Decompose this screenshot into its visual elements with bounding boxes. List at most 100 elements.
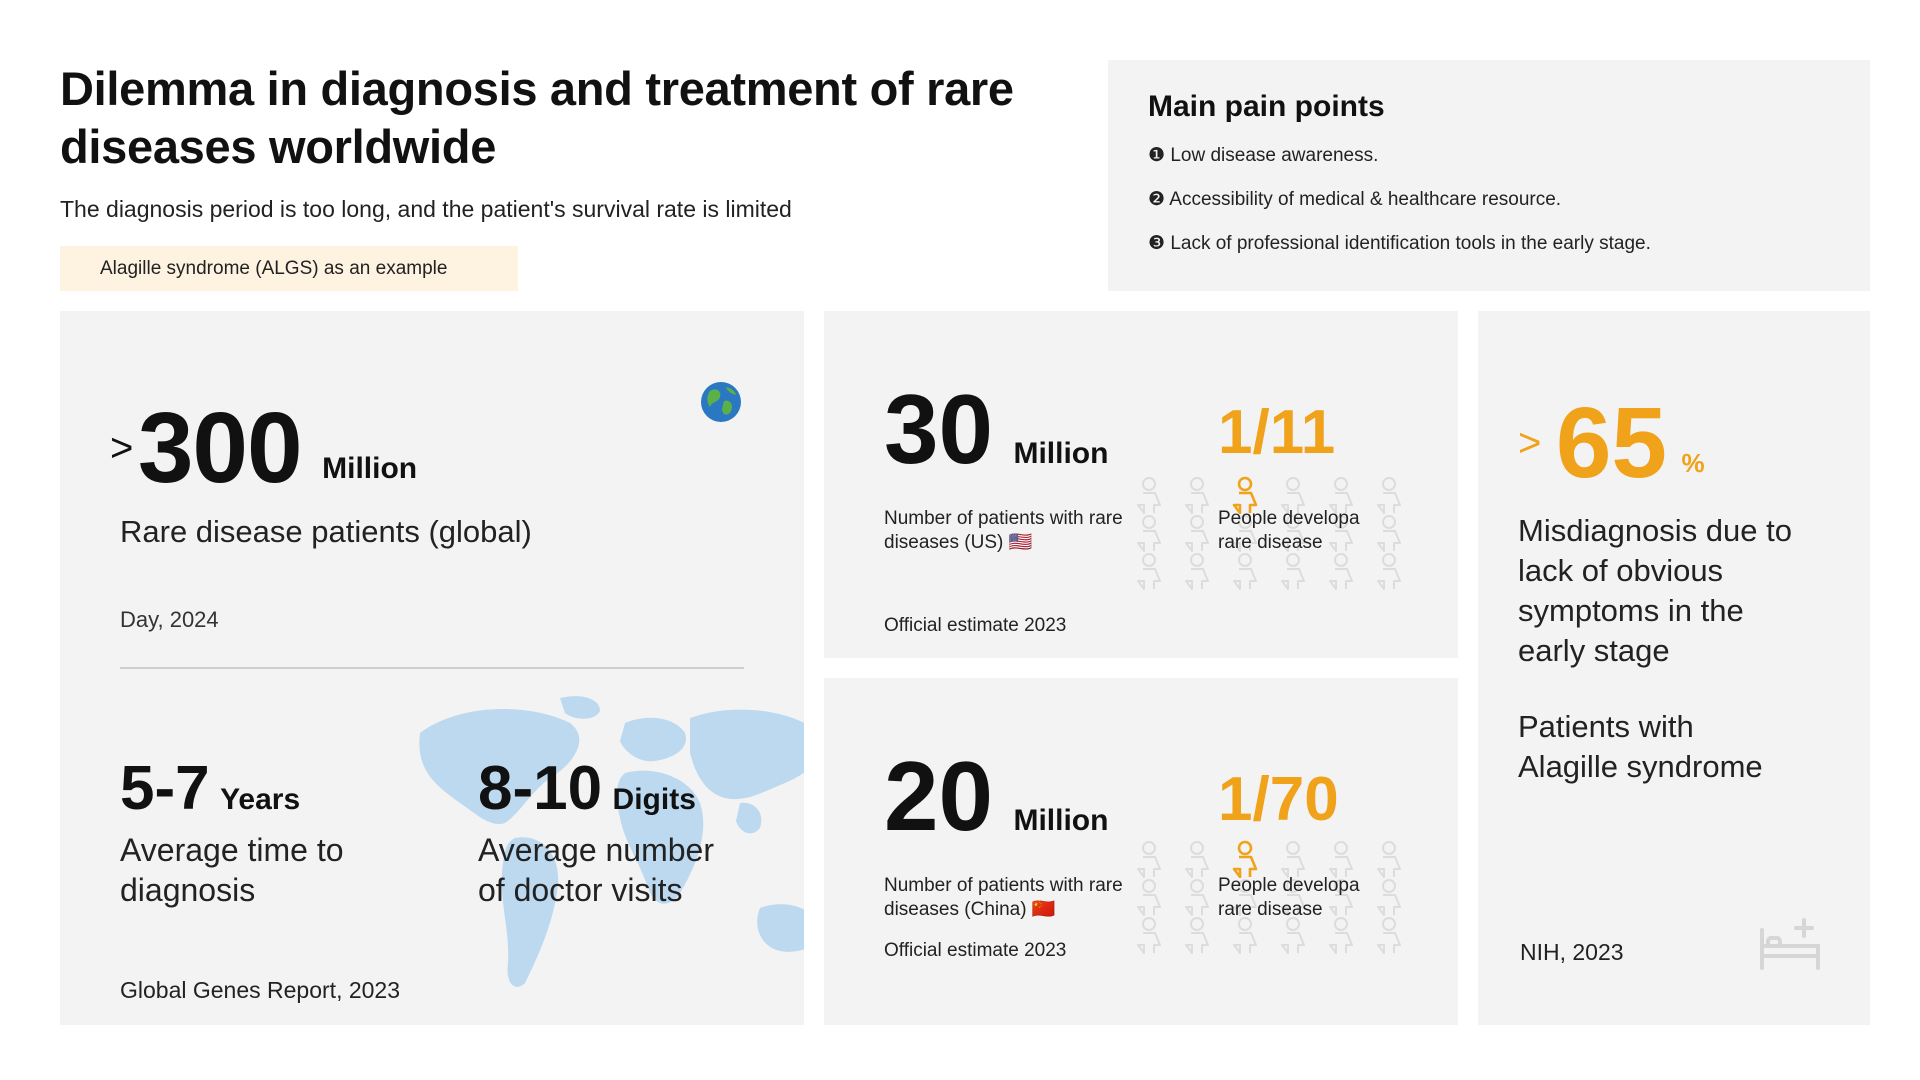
person-icon	[1185, 553, 1209, 590]
label-line: Average time to	[120, 832, 344, 868]
diagnosis-time-unit: Years	[220, 783, 301, 816]
person-icon	[1233, 515, 1257, 552]
china-unit: Million	[1013, 804, 1109, 837]
global-stat-row: > 300 Million	[110, 391, 417, 506]
label-line: Alagille syndrome	[1518, 749, 1763, 784]
person-icon	[1377, 917, 1401, 954]
china-ratio-label: People developa rare disease	[1218, 874, 1360, 922]
us-stat-row: 30 Million	[884, 373, 1108, 486]
patients-label: Patients with Alagille syndrome	[1518, 707, 1763, 787]
global-prefix: >	[110, 426, 134, 470]
person-icon	[1185, 515, 1209, 552]
page-subtitle: The diagnosis period is too long, and th…	[60, 196, 792, 222]
label-line: diagnosis	[120, 872, 256, 908]
doctor-visits-stat: 8-10 Digits Average number of doctor vis…	[478, 753, 714, 910]
label-line: Misdiagnosis due to	[1518, 513, 1792, 548]
diagnosis-time-stat: 5-7 Years Average time to diagnosis	[120, 753, 344, 910]
china-ratio: 1/70	[1218, 765, 1339, 834]
diagnosis-time-label: Average time to diagnosis	[120, 830, 344, 910]
label-line: diseases (China)	[884, 899, 1027, 920]
us-patients-card: 30 Million Number of patients with rare …	[824, 311, 1458, 658]
person-icon	[1185, 917, 1209, 954]
global-patients-card: > 300 Million Rare disease patients (glo…	[60, 311, 804, 1025]
person-icon	[1281, 477, 1305, 514]
china-number: 20	[884, 741, 994, 851]
person-icon	[1185, 879, 1209, 916]
divider	[120, 667, 744, 669]
pain-point-text: Low disease awareness.	[1170, 145, 1379, 166]
person-icon	[1329, 841, 1353, 878]
person-icon	[1377, 515, 1401, 552]
global-number: 300	[137, 392, 303, 504]
us-ratio: 1/11	[1218, 398, 1336, 467]
person-icon	[1232, 476, 1258, 514]
misdiagnosis-prefix: >	[1518, 421, 1542, 465]
pain-point-marker: ❶	[1148, 145, 1166, 166]
doctor-visits-label: Average number of doctor visits	[478, 830, 714, 910]
person-icon	[1137, 477, 1161, 514]
person-icon	[1137, 553, 1161, 590]
person-icon	[1281, 917, 1305, 954]
doctor-visits-number: 8-10	[478, 754, 603, 823]
page-title: Dilemma in diagnosis and treatment of ra…	[60, 62, 1014, 173]
label-line: Patients with	[1518, 709, 1694, 744]
world-map-icon	[419, 696, 804, 987]
person-icon	[1329, 917, 1353, 954]
person-icon	[1329, 515, 1353, 552]
pain-point-text: Lack of professional identification tool…	[1170, 233, 1651, 254]
person-icon	[1185, 841, 1209, 878]
label-line: of doctor visits	[478, 872, 683, 908]
label-line: early stage	[1518, 633, 1670, 668]
us-flag-icon: 🇺🇸	[1008, 532, 1033, 553]
pain-point-marker: ❸	[1148, 233, 1166, 254]
person-icon	[1137, 515, 1161, 552]
person-icon	[1377, 879, 1401, 916]
hospital-bed-icon	[1760, 918, 1820, 970]
diagnosis-time-number: 5-7	[120, 754, 210, 823]
us-unit: Million	[1013, 437, 1109, 470]
person-icon	[1281, 515, 1305, 552]
china-patients-card: 20 Million Number of patients with rare …	[824, 678, 1458, 1025]
person-icon	[1281, 841, 1305, 878]
global-label: Rare disease patients (global)	[120, 514, 532, 549]
pain-point-text: Accessibility of medical & healthcare re…	[1169, 189, 1562, 210]
global-unit: Million	[322, 451, 418, 485]
global-bottom-source: Global Genes Report, 2023	[120, 977, 401, 1003]
label-line: rare disease	[1218, 532, 1323, 553]
person-icon	[1377, 553, 1401, 590]
misdiagnosis-label: Misdiagnosis due to lack of obvious symp…	[1518, 511, 1792, 671]
us-source: Official estimate 2023	[884, 615, 1067, 636]
label-line: diseases (US)	[884, 532, 1004, 553]
misdiagnosis-card: > 65 % Misdiagnosis due to lack of obvio…	[1478, 311, 1870, 1025]
person-icon	[1232, 840, 1258, 878]
person-icon	[1233, 917, 1257, 954]
misdiagnosis-unit: %	[1681, 448, 1705, 478]
pain-point-item: ❶ Low disease awareness.	[1148, 144, 1870, 188]
person-icon	[1281, 553, 1305, 590]
person-icon	[1137, 917, 1161, 954]
doctor-visits-unit: Digits	[612, 783, 696, 816]
global-source: Day, 2024	[120, 607, 219, 632]
pain-points-title: Main pain points	[1148, 90, 1385, 123]
person-icon	[1377, 841, 1401, 878]
china-stat-row: 20 Million	[884, 740, 1108, 853]
label-line: Average number	[478, 832, 714, 868]
label-line: rare disease	[1218, 899, 1323, 920]
person-icon	[1233, 879, 1257, 916]
us-number: 30	[884, 374, 994, 484]
pain-point-item: ❷ Accessibility of medical & healthcare …	[1148, 188, 1870, 232]
person-icon	[1377, 477, 1401, 514]
us-ratio-label: People developa rare disease	[1218, 507, 1360, 555]
china-label: Number of patients with rare diseases (C…	[884, 874, 1123, 922]
person-icon	[1329, 879, 1353, 916]
china-source: Official estimate 2023	[884, 940, 1067, 961]
label-line: People developa	[1218, 875, 1360, 896]
person-icon	[1329, 477, 1353, 514]
china-flag-icon: 🇨🇳	[1031, 899, 1056, 920]
person-icon	[1281, 879, 1305, 916]
label-line: Number of patients with rare	[884, 508, 1123, 529]
misdiagnosis-stat-row: > 65 %	[1518, 386, 1705, 501]
pain-point-marker: ❷	[1148, 189, 1166, 210]
pain-point-item: ❸ Lack of professional identification to…	[1148, 232, 1870, 276]
misdiagnosis-source: NIH, 2023	[1520, 939, 1624, 965]
